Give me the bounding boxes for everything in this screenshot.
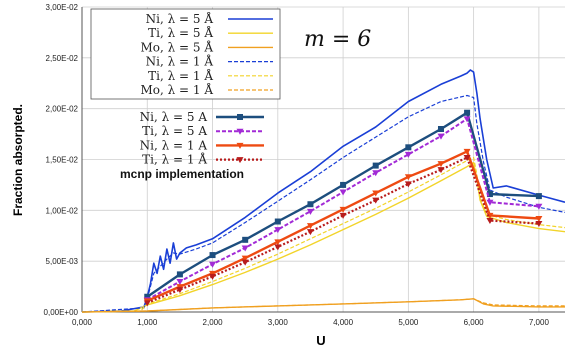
data-point [176,287,184,294]
legend-title-mcnp: mcnp implementation [120,167,244,181]
legend-label: Ti, λ = 1 Å [148,68,213,83]
y-tick-label: 1,50E-02 [46,156,79,165]
legend-label: Mo, λ = 5 Å [140,39,213,54]
data-point [486,218,494,224]
x-tick-label: 7,000 [529,318,550,327]
legend-label: Ti, λ = 5 Å [148,25,213,40]
legend-marker [236,157,244,164]
data-point [306,229,314,236]
data-point [404,181,412,188]
data-point [339,206,347,213]
data-point [143,300,151,307]
data-point [274,227,282,234]
legend-label: Ni, λ = 5 Å [146,11,214,26]
data-point [535,221,543,228]
x-tick-label: 4,000 [333,318,354,327]
x-tick-label: 6,000 [464,318,485,327]
data-point [306,223,314,230]
data-point [274,244,282,251]
x-tick-label: 0,000 [72,318,93,327]
data-point [176,284,184,291]
data-point [209,261,217,268]
series-lines [81,69,565,313]
data-point [241,255,249,262]
legend-marker [237,114,243,120]
data-point [463,116,471,123]
x-tick-label: 3,000 [268,318,289,327]
data-point [372,170,380,177]
x-axis-label: U [316,333,325,348]
y-axis-label: Fraction absorpted. [11,104,25,216]
y-tick-label: 2,00E-02 [46,105,79,114]
legend: Ni, λ = 5 ÅTi, λ = 5 ÅMo, λ = 5 ÅNi, λ =… [90,8,281,181]
data-point [404,174,412,181]
x-tick-label: 2,000 [203,318,224,327]
legend-label: Ni, λ = 5 A [140,110,208,124]
data-point [372,190,380,197]
legend-marker [236,142,244,149]
data-point [274,218,281,225]
data-point [372,162,379,169]
x-tick-label: 1,000 [137,318,158,327]
data-point [176,271,183,278]
data-point [535,215,543,222]
y-tick-label: 0,00E+00 [44,308,79,317]
data-point [437,126,444,132]
axes [81,7,565,313]
y-tick-label: 3,00E-02 [46,3,79,12]
data-point [535,203,543,210]
data-point [241,259,249,266]
y-tick-label: 2,50E-02 [46,54,79,63]
y-tick-label: 5,00E-03 [46,257,79,266]
data-point [437,161,445,168]
data-point [535,193,542,200]
data-point [464,109,471,116]
series-line-5 [81,298,565,313]
legend-box [90,8,281,100]
legend-label: Mo, λ = 1 Å [140,82,213,97]
data-point [307,201,314,208]
data-point [340,181,347,188]
x-tick-label: 5,000 [398,318,419,327]
x-tick-labels: 0,000 1,000 2,000 3,000 4,000 5,000 6,000 7,000 [72,318,549,327]
data-point [372,197,380,204]
data-point [405,144,412,151]
data-point [274,239,282,246]
data-point [486,199,494,206]
y-tick-labels: 0,00E+00 5,00E-03 1,00E-02 1,50E-02 2,00E-02… [44,3,79,317]
data-point [437,167,445,174]
data-point [339,189,347,196]
series-line-1 [81,161,565,313]
legend-label: Ti, λ = 5 A [142,124,207,138]
data-point [209,273,217,280]
data-point [339,212,347,219]
data-point [176,279,184,285]
data-point [486,191,493,198]
data-point [242,236,249,243]
data-point [404,151,412,158]
data-point [144,293,151,300]
legend-marker [236,128,244,135]
data-point [437,133,445,140]
data-point [209,270,217,277]
data-point [241,245,249,252]
legend-label: Ni, λ = 1 Å [146,54,214,69]
series-line-3 [81,94,565,313]
legend-label: Ni, λ = 1 A [140,138,208,152]
m-annotation: m = 6 [304,27,371,52]
data-point [209,252,216,259]
y-tick-label: 1,00E-02 [46,206,79,215]
series-line-2 [81,298,565,313]
series-line-0 [81,69,565,313]
data-point [463,154,471,161]
legend-label: Ti, λ = 1 Å [142,152,207,167]
data-point [306,208,314,215]
data-point [463,148,471,155]
